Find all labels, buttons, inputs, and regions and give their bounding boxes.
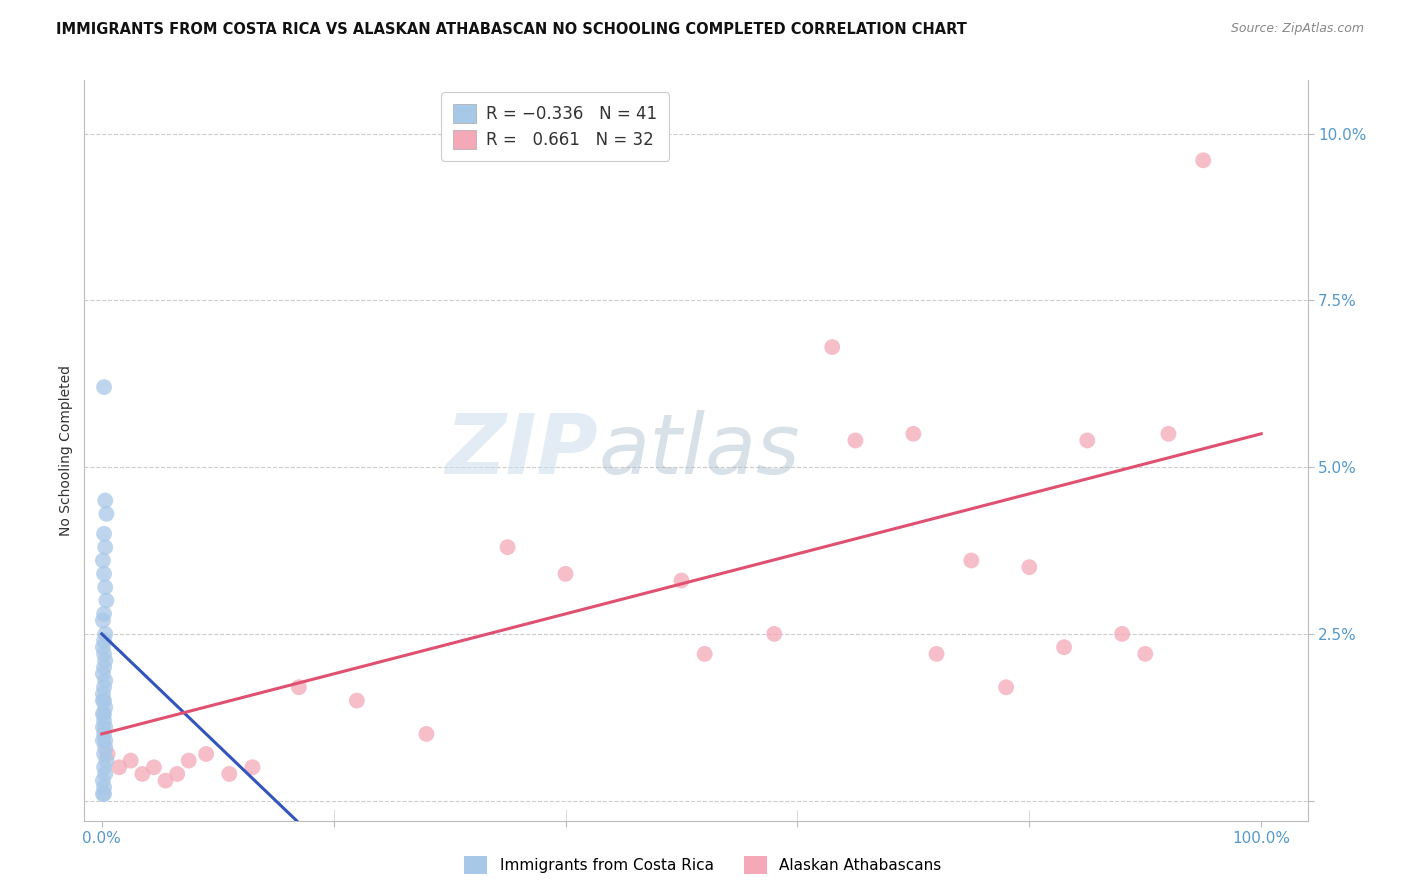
Text: Source: ZipAtlas.com: Source: ZipAtlas.com [1230,22,1364,36]
Point [94,580,117,594]
Point [96,593,118,607]
Point [903,426,925,441]
Point [960,553,983,567]
Point [94,700,117,714]
Point [821,340,844,354]
Point [1135,647,1157,661]
Point [93,647,115,661]
Point [91,773,114,788]
Point [91,693,114,707]
Point [91,553,114,567]
Point [108,760,131,774]
Point [93,680,115,694]
Y-axis label: No Schooling Completed: No Schooling Completed [59,365,73,536]
Point [94,740,117,755]
Point [93,706,115,721]
Point [93,693,115,707]
Point [242,760,264,774]
Point [93,760,115,774]
Point [693,647,716,661]
Point [195,747,218,761]
Point [94,493,117,508]
Point [166,767,188,781]
Point [91,787,114,801]
Legend: Immigrants from Costa Rica, Alaskan Athabascans: Immigrants from Costa Rica, Alaskan Atha… [458,850,948,880]
Point [131,767,153,781]
Point [177,754,200,768]
Point [91,720,114,734]
Point [91,666,114,681]
Point [93,747,115,761]
Point [671,574,693,588]
Point [1111,627,1133,641]
Point [496,540,519,554]
Point [844,434,866,448]
Point [91,640,114,655]
Point [94,627,117,641]
Point [995,680,1018,694]
Point [93,633,115,648]
Point [288,680,311,694]
Point [1192,153,1215,168]
Point [91,614,114,628]
Point [94,654,117,668]
Point [346,693,368,707]
Point [120,754,142,768]
Text: ZIP: ZIP [446,410,598,491]
Point [94,673,117,688]
Point [1018,560,1040,574]
Point [93,787,115,801]
Point [91,733,114,747]
Point [93,727,115,741]
Point [763,627,786,641]
Point [93,660,115,674]
Point [1053,640,1076,655]
Point [93,380,115,394]
Point [93,526,115,541]
Point [91,687,114,701]
Point [91,706,114,721]
Point [93,780,115,795]
Point [925,647,948,661]
Point [155,773,177,788]
Point [218,767,240,781]
Point [94,540,117,554]
Point [1076,434,1098,448]
Text: IMMIGRANTS FROM COSTA RICA VS ALASKAN ATHABASCAN NO SCHOOLING COMPLETED CORRELAT: IMMIGRANTS FROM COSTA RICA VS ALASKAN AT… [56,22,967,37]
Text: atlas: atlas [598,410,800,491]
Point [96,507,118,521]
Point [94,720,117,734]
Point [93,714,115,728]
Point [93,566,115,581]
Point [96,754,118,768]
Point [93,607,115,621]
Point [94,733,117,747]
Point [554,566,576,581]
Legend: R = −0.336   N = 41, R =   0.661   N = 32: R = −0.336 N = 41, R = 0.661 N = 32 [441,92,669,161]
Point [96,747,118,761]
Point [94,767,117,781]
Point [415,727,437,741]
Point [142,760,165,774]
Point [1157,426,1180,441]
